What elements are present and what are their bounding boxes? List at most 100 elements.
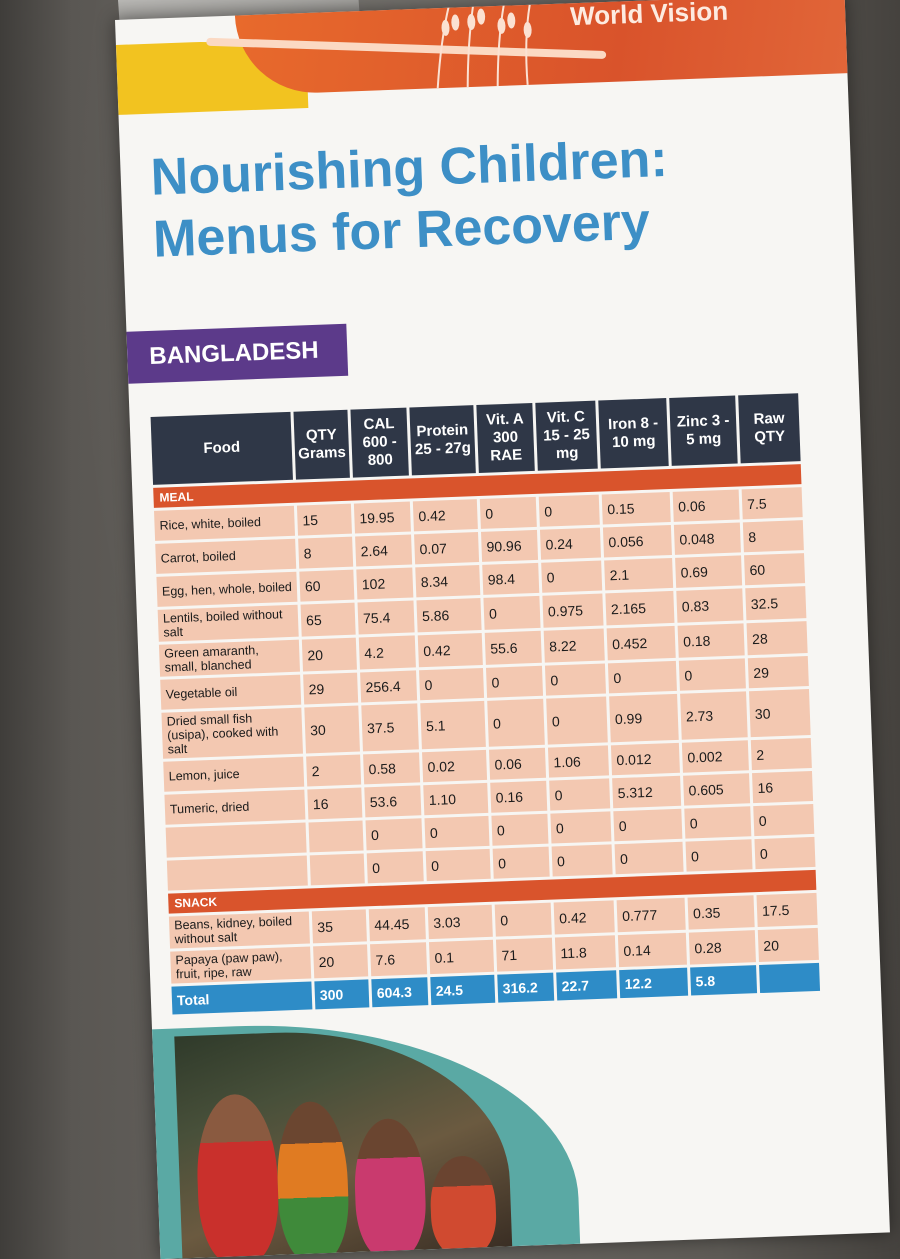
value-cell: [308, 820, 364, 853]
value-cell: 0: [491, 813, 549, 846]
value-cell: 5.1: [420, 700, 486, 750]
total-value-cell: 316.2: [497, 972, 555, 1003]
food-name-cell: Dried small fish (usipa), cooked with sa…: [161, 707, 304, 759]
value-cell: 7.5: [741, 487, 803, 520]
value-cell: [309, 853, 365, 886]
food-name-cell: Egg, hen, whole, boiled: [156, 571, 298, 607]
value-cell: 0: [424, 815, 490, 849]
column-header: CAL 600 - 800: [350, 407, 409, 478]
value-cell: 0.777: [616, 897, 686, 933]
value-cell: 0: [487, 698, 545, 747]
value-cell: 0.1: [429, 939, 495, 975]
total-label: Total: [171, 981, 313, 1015]
value-cell: 0.58: [363, 752, 421, 785]
value-cell: 1.06: [547, 745, 610, 778]
food-name-cell: [165, 822, 307, 858]
value-cell: 3.03: [427, 904, 493, 940]
value-cell: 0.42: [417, 632, 483, 668]
country-label: BANGLADESH: [126, 323, 349, 384]
value-cell: 4.2: [358, 635, 416, 670]
value-cell: 2.165: [605, 590, 675, 626]
column-header: Iron 8 - 10 mg: [598, 398, 669, 469]
value-cell: 2.1: [604, 557, 674, 591]
food-name-cell: Lentils, boiled without salt: [157, 604, 299, 642]
person-figure: [428, 1154, 498, 1258]
value-cell: 0.002: [681, 740, 749, 773]
value-cell: 0.15: [601, 491, 671, 525]
value-cell: 16: [752, 770, 814, 804]
value-cell: 16: [307, 787, 363, 820]
value-cell: 90.96: [481, 529, 539, 562]
value-cell: 20: [301, 637, 357, 672]
value-cell: 102: [356, 567, 414, 600]
value-cell: 0.06: [672, 489, 740, 522]
value-cell: 29: [747, 656, 809, 689]
value-cell: 20: [757, 927, 819, 963]
value-cell: 0: [546, 696, 608, 745]
value-cell: 2: [306, 754, 362, 787]
value-cell: 32.5: [745, 586, 807, 621]
value-cell: 0: [613, 808, 683, 842]
food-name-cell: [166, 855, 308, 891]
value-cell: 0.69: [675, 555, 743, 588]
value-cell: 0: [365, 818, 423, 851]
value-cell: 30: [304, 705, 360, 754]
photo-area: [152, 1003, 890, 1259]
value-cell: 8: [298, 536, 354, 569]
person-figure: [352, 1117, 428, 1259]
value-cell: 20: [313, 944, 369, 979]
food-name-cell: Vegetable oil: [160, 674, 302, 710]
column-header: QTY Grams: [293, 409, 350, 480]
value-cell: 0.35: [687, 895, 755, 930]
value-cell: 60: [299, 569, 355, 602]
value-cell: 256.4: [360, 670, 418, 703]
value-cell: 0.18: [677, 623, 745, 658]
food-name-cell: Carrot, boiled: [155, 538, 297, 574]
value-cell: 0.605: [683, 773, 751, 806]
food-name-cell: Papaya (paw paw), fruit, ripe, raw: [170, 946, 312, 984]
value-cell: 44.45: [368, 907, 426, 942]
total-value-cell: [759, 962, 821, 994]
value-cell: 0: [483, 595, 541, 630]
value-cell: 0.02: [422, 749, 488, 783]
column-header: Food: [150, 411, 293, 485]
food-name-cell: Green amaranth, small, blanched: [158, 639, 301, 677]
value-cell: 0: [754, 836, 816, 870]
value-cell: 0: [425, 848, 491, 882]
value-cell: 0.24: [539, 527, 602, 560]
value-cell: 55.6: [484, 630, 542, 665]
value-cell: 0.42: [412, 499, 478, 532]
value-cell: 60: [744, 553, 806, 586]
value-cell: 0: [366, 851, 424, 884]
column-header: Vit. C 15 - 25 mg: [535, 400, 598, 471]
value-cell: 0.99: [609, 693, 679, 743]
group-photo: [174, 1024, 513, 1259]
banner-header-graphic: World Vision: [115, 0, 848, 115]
value-cell: 1.10: [423, 782, 489, 816]
value-cell: 98.4: [482, 562, 540, 595]
value-cell: 0: [551, 844, 613, 877]
total-value-cell: 5.8: [690, 965, 758, 996]
food-name-cell: Lemon, juice: [163, 756, 305, 792]
value-cell: 0: [494, 902, 552, 937]
value-cell: 0.452: [606, 625, 676, 661]
value-cell: 0.83: [676, 588, 744, 623]
nutrition-table-wrapper: Food QTY Grams CAL 600 - 800 Protein 25 - 2…: [147, 391, 821, 1018]
value-cell: 0: [541, 560, 603, 593]
food-name-cell: Beans, kidney, boiled without salt: [168, 911, 310, 949]
value-cell: 0: [614, 841, 684, 875]
value-cell: 37.5: [361, 703, 419, 752]
banner-title: Nourishing Children: Menus for Recovery: [150, 122, 834, 271]
total-value-cell: 12.2: [619, 967, 689, 999]
value-cell: 29: [303, 672, 359, 705]
total-value-cell: 300: [314, 979, 370, 1010]
value-cell: 28: [746, 621, 808, 656]
total-value-cell: 22.7: [556, 970, 618, 1001]
value-cell: 8: [742, 520, 804, 553]
value-cell: 17.5: [756, 892, 818, 928]
value-cell: 0: [485, 665, 544, 698]
value-cell: 2: [750, 737, 812, 771]
value-cell: 0.14: [617, 932, 688, 968]
value-cell: 0: [479, 496, 537, 529]
nutrition-table: Food QTY Grams CAL 600 - 800 Protein 25 - 2…: [147, 390, 823, 1018]
